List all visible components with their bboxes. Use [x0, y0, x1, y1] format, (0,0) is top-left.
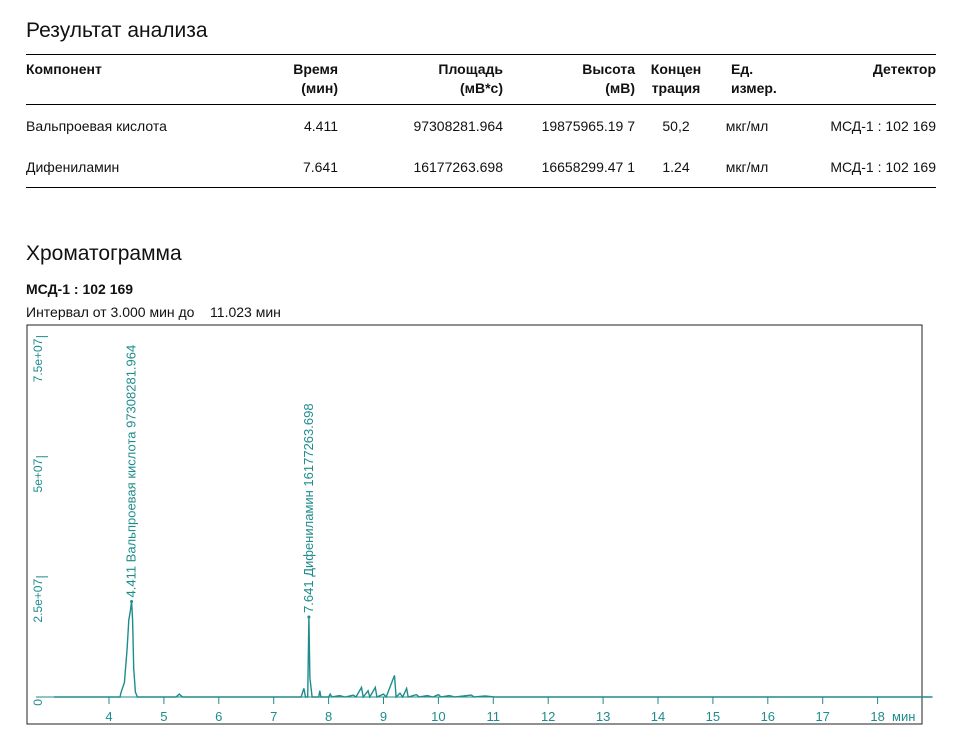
results-table: Компонент Время (мин) Площадь (мВ*с) Высот…: [26, 54, 936, 188]
column-header-detector: Детектор: [777, 54, 936, 105]
x-tick-label: 16: [761, 709, 775, 724]
y-tick-label: 0: [31, 699, 45, 706]
x-tick-label: 8: [325, 709, 332, 724]
detector-label: МСД-1 : 102 169: [26, 281, 134, 297]
interval-end: 11.023 мин: [210, 304, 281, 320]
x-tick-label: 12: [541, 709, 555, 724]
y-tick-label: 2.5e+07: [31, 579, 45, 623]
y-tick-label: 7.5e+07: [31, 338, 45, 382]
cell-unit: мкг/мл: [717, 146, 777, 188]
cell-unit: мкг/мл: [725, 117, 769, 134]
cell-concentration: 1.24: [635, 146, 717, 188]
x-axis-label: мин: [892, 709, 915, 724]
x-tick-label: 18: [870, 709, 884, 724]
x-tick-label: 4: [105, 709, 112, 724]
cell-height: 19875965.19 7: [541, 117, 635, 134]
y-tick-label: 5e+07: [31, 458, 45, 492]
column-header-time: Время (мин): [226, 54, 338, 105]
cell-area: 97308281.964: [413, 117, 503, 134]
x-tick-label: 15: [706, 709, 720, 724]
cell-time: 4.411: [304, 117, 338, 134]
cell-detector: МСД-1 : 102 169: [777, 146, 936, 188]
peak-label: 4.411 Вальпроевая кислота 97308281.964: [124, 345, 139, 598]
x-tick-label: 10: [431, 709, 445, 724]
peak-marker: [307, 615, 311, 619]
cell-concentration: 50,2: [662, 117, 690, 134]
cell-component: Дифениламин: [26, 146, 226, 188]
x-tick-label: 14: [651, 709, 665, 724]
x-tick-label: 9: [380, 709, 387, 724]
column-header-component: Компонент: [26, 54, 226, 105]
table-header-row: Компонент Время (мин) Площадь (мВ*с) Высот…: [26, 54, 936, 105]
cell-area: 16177263.698: [338, 146, 503, 188]
column-header-height: Высота (мВ): [503, 54, 635, 105]
x-tick-label: 17: [815, 709, 829, 724]
peak-label: 7.641 Дифениламин 16177263.698: [301, 403, 316, 613]
chromatogram-trace: [54, 601, 933, 699]
results-title: Результат анализа: [26, 19, 208, 42]
x-tick-label: 13: [596, 709, 610, 724]
chromatogram-title: Хроматограмма: [26, 242, 182, 265]
column-header-unit: Ед. измер.: [717, 54, 777, 105]
cell-time: 7.641: [226, 146, 338, 188]
x-tick-label: 11: [487, 709, 501, 724]
cell-height: 16658299.47 1: [503, 146, 635, 188]
column-header-concentration: Концен трация: [635, 54, 717, 105]
table-row: Дифениламин 7.641 16177263.698 16658299.…: [26, 146, 936, 188]
table-row: Вальпроевая кислота 4.411 97308281.964 1…: [26, 105, 936, 147]
interval-label: Интервал от 3.000 мин до 11.023 мин: [26, 304, 281, 320]
x-tick-label: 7: [270, 709, 277, 724]
cell-detector: МСД-1 : 102 169: [830, 117, 936, 134]
cell-component: Вальпроевая кислота: [26, 117, 167, 134]
interval-prefix: Интервал от 3.000 мин до: [26, 304, 195, 320]
peak-marker: [130, 599, 134, 603]
x-tick-label: 6: [215, 709, 222, 724]
plot-frame: [26, 324, 923, 725]
column-header-area: Площадь (мВ*с): [338, 54, 503, 105]
x-tick-label: 5: [160, 709, 167, 724]
